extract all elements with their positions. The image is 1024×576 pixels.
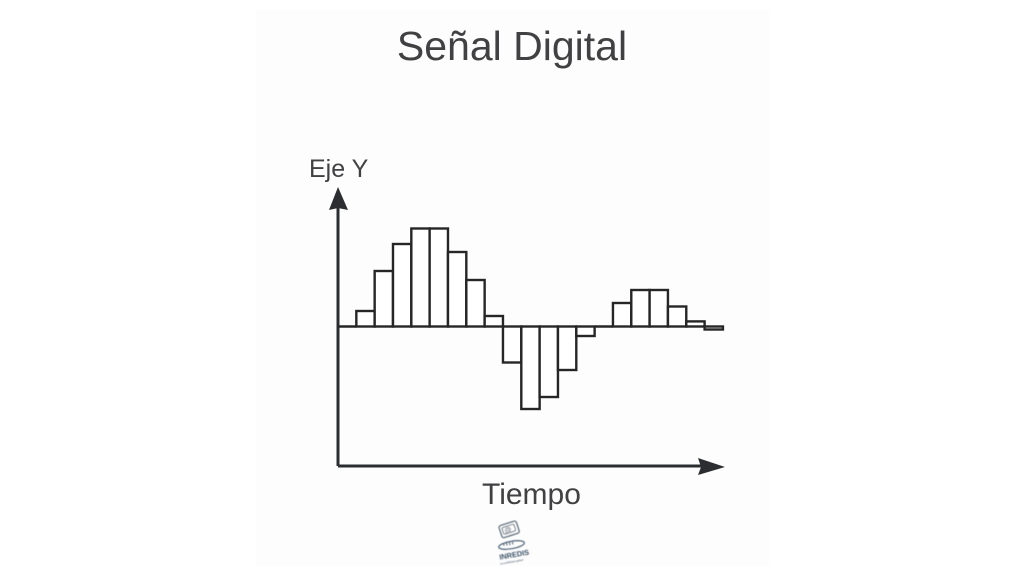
svg-text:Tiempo: Tiempo xyxy=(482,478,581,511)
svg-text:Eje Y: Eje Y xyxy=(309,155,369,183)
